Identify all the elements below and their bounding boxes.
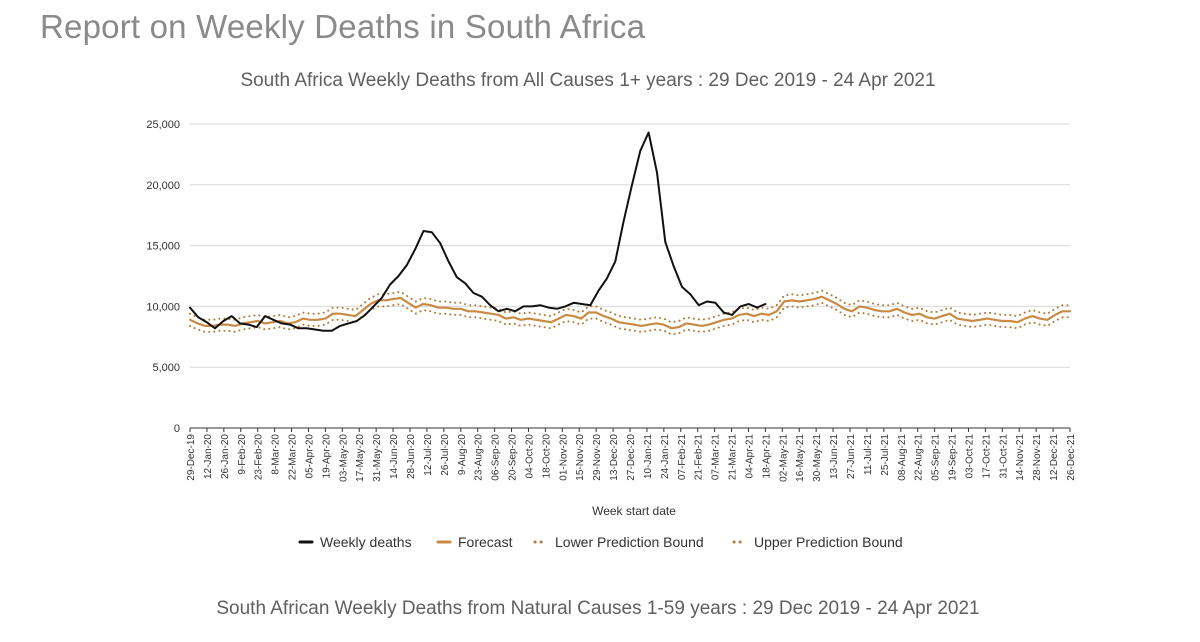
x-tick-label: 13-Dec-20 <box>609 434 620 481</box>
x-tick-label: 23-Feb-20 <box>254 434 265 481</box>
gridlines <box>190 123 1070 429</box>
x-tick-label: 29-Dec-19 <box>186 434 197 481</box>
forecast-line <box>188 295 1072 330</box>
x-tick-label: 12-Dec-21 <box>1049 434 1060 481</box>
x-tick-label: 9-Aug-20 <box>457 434 468 476</box>
x-tick-label: 18-Oct-20 <box>541 434 552 479</box>
x-tick-label: 12-Jan-20 <box>203 434 214 479</box>
x-tick-label: 29-Nov-20 <box>592 434 603 481</box>
x-tick-label: 31-May-20 <box>372 434 383 482</box>
legend-label: Upper Prediction Bound <box>754 534 903 550</box>
x-tick-label: 03-Oct-21 <box>964 434 975 479</box>
x-tick-label: 18-Apr-21 <box>761 434 772 479</box>
x-tick-label: 13-Jun-21 <box>829 434 840 479</box>
x-tick-label: 31-Oct-21 <box>998 434 1009 479</box>
y-tick-label: 5,000 <box>152 362 180 374</box>
y-axis-ticks: 0 5,000 10,000 15,000 20,000 25,000 <box>146 119 180 435</box>
x-tick-label: 28-Jun-20 <box>406 434 417 479</box>
x-tick-label: 16-May-21 <box>795 434 806 482</box>
y-tick-label: 15,000 <box>146 241 180 253</box>
x-tick-label: 12-Jul-20 <box>423 434 434 476</box>
x-tick-label: 07-Mar-21 <box>711 434 722 481</box>
x-tick-label: 19-Sep-21 <box>948 434 959 481</box>
x-tick-label: 25-Jul-21 <box>880 434 891 476</box>
x-tick-label: 03-May-20 <box>338 434 349 482</box>
x-tick-label: 21-Mar-21 <box>728 434 739 481</box>
y-tick-label: 25,000 <box>146 119 180 131</box>
x-tick-label: 26-Dec-21 <box>1066 434 1077 481</box>
lower-prediction-bound-line <box>189 301 1071 336</box>
second-chart-title: South African Weekly Deaths from Natural… <box>216 598 980 619</box>
x-tick-label: 02-May-21 <box>778 434 789 482</box>
x-tick-label: 23-Aug-20 <box>474 434 485 481</box>
x-tick-label: 22-Mar-20 <box>288 434 299 481</box>
x-tick-label: 06-Sep-20 <box>491 434 502 481</box>
x-tick-label: 19-Apr-20 <box>321 434 332 479</box>
x-tick-label: 04-Apr-21 <box>744 434 755 479</box>
legend: Weekly deaths Forecast Lower Prediction Bo… <box>298 534 903 550</box>
x-tick-label: 14-Nov-21 <box>1015 434 1026 481</box>
legend-label: Weekly deaths <box>320 534 412 550</box>
x-tick-label: 27-Jun-21 <box>846 434 857 479</box>
x-tick-label: 15-Nov-20 <box>575 434 586 481</box>
x-tick-label: 9-Feb-20 <box>237 434 248 475</box>
x-tick-label: 07-Feb-21 <box>677 434 688 481</box>
y-tick-label: 0 <box>174 423 180 435</box>
x-tick-label: 05-Sep-21 <box>931 434 942 481</box>
page-title: Report on Weekly Deaths in South Africa <box>40 8 646 45</box>
series-lines <box>188 131 1072 336</box>
x-tick-label: 21-Feb-21 <box>694 434 705 481</box>
x-tick-label: 17-May-20 <box>355 434 366 482</box>
x-tick-label: 27-Dec-20 <box>626 434 637 481</box>
x-tick-label: 8-Mar-20 <box>271 434 282 475</box>
x-tick-label: 26-Jul-20 <box>440 434 451 476</box>
x-tick-label: 30-May-21 <box>812 434 823 482</box>
x-tick-label: 08-Aug-21 <box>897 434 908 481</box>
x-tick-label: 24-Jan-21 <box>660 434 671 479</box>
x-tick-label: 22-Aug-21 <box>914 434 925 481</box>
x-tick-label: 10-Jan-21 <box>643 434 654 479</box>
y-tick-label: 20,000 <box>146 180 180 192</box>
x-axis-ticks: 29-Dec-19 12-Jan-20 26-Jan-20 9-Feb-20 23-Fe… <box>186 428 1077 482</box>
x-tick-label: 14-Jun-20 <box>389 434 400 479</box>
y-tick-label: 10,000 <box>146 301 180 313</box>
legend-label: Forecast <box>458 534 513 550</box>
x-tick-label: 11-Jul-21 <box>863 434 874 475</box>
x-tick-label: 17-Oct-21 <box>981 434 992 479</box>
x-tick-label: 05-Apr-20 <box>304 434 315 479</box>
x-tick-label: 26-Jan-20 <box>220 434 231 479</box>
chart-title: South Africa Weekly Deaths from All Caus… <box>240 70 936 91</box>
x-tick-label: 20-Sep-20 <box>508 434 519 481</box>
x-tick-label: 28-Nov-21 <box>1032 434 1043 481</box>
legend-label: Lower Prediction Bound <box>555 534 704 550</box>
weekly-deaths-line <box>189 131 767 332</box>
x-axis-title: Week start date <box>592 504 676 518</box>
upper-prediction-bound-line <box>189 289 1071 324</box>
x-tick-label: 04-Oct-20 <box>524 434 535 479</box>
x-tick-label: 01-Nov-20 <box>558 434 569 481</box>
